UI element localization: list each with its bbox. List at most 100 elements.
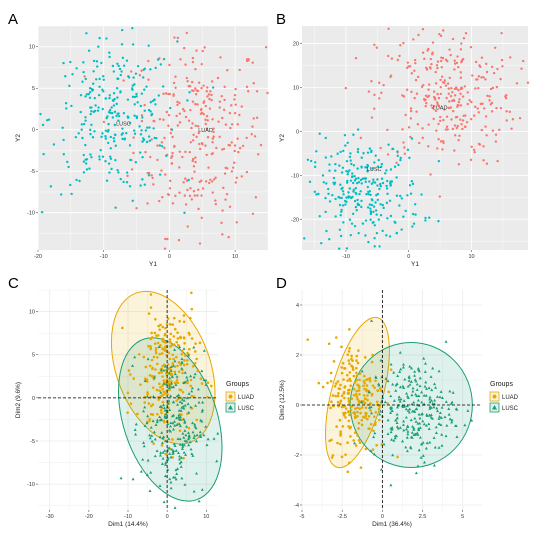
data-point (256, 153, 260, 156)
data-point (450, 418, 454, 422)
data-point (351, 195, 354, 199)
data-point (182, 336, 186, 340)
data-point (117, 171, 120, 174)
data-point (365, 412, 368, 415)
data-point (90, 110, 93, 113)
data-point (189, 447, 193, 451)
data-point (404, 113, 407, 117)
data-point (442, 29, 445, 32)
data-point (90, 106, 93, 109)
data-point (97, 93, 101, 97)
data-point (176, 103, 179, 107)
y-axis-title: Dim2 (9.6%) (15, 382, 22, 418)
data-point (194, 160, 197, 164)
data-point (190, 337, 194, 340)
data-point (348, 371, 352, 374)
data-point (363, 356, 367, 359)
data-point (360, 423, 364, 427)
data-point (171, 353, 174, 357)
data-point (442, 118, 445, 122)
data-point (413, 370, 417, 373)
data-point (334, 394, 338, 398)
data-point (186, 99, 189, 102)
data-point (154, 66, 157, 70)
data-point (423, 57, 426, 61)
data-point (133, 355, 137, 359)
data-point (428, 407, 432, 410)
data-point (417, 412, 421, 416)
data-point (77, 132, 80, 135)
data-point (464, 32, 468, 35)
data-point (390, 427, 394, 431)
data-point (409, 107, 413, 110)
data-point (376, 400, 379, 404)
data-point (339, 399, 343, 403)
data-point (348, 347, 351, 350)
data-point (429, 413, 433, 417)
data-point (468, 99, 471, 102)
data-point (162, 379, 166, 382)
data-point (310, 159, 313, 163)
data-point (101, 155, 105, 158)
data-point (407, 379, 411, 382)
data-point (462, 57, 465, 61)
data-point (146, 126, 149, 129)
data-point (84, 116, 87, 119)
data-point (386, 402, 389, 405)
data-point (82, 171, 86, 174)
data-point (196, 125, 200, 128)
data-point (440, 75, 444, 78)
data-point (131, 88, 134, 91)
data-point (445, 125, 449, 128)
data-point (188, 440, 192, 444)
data-point (184, 115, 188, 119)
data-point (176, 40, 179, 43)
data-point (155, 136, 158, 140)
data-point (83, 75, 86, 78)
data-point (198, 242, 202, 245)
data-point (200, 62, 203, 66)
data-point (332, 360, 336, 363)
data-point (448, 76, 451, 80)
data-point (346, 441, 349, 444)
y-axis-title: Dim2 (12.5%) (279, 380, 286, 420)
data-point (385, 169, 388, 172)
data-point (183, 371, 187, 374)
data-point (149, 412, 153, 416)
data-point (121, 132, 125, 135)
data-point (457, 163, 461, 166)
y-tick-label: 0 (296, 129, 299, 135)
data-point (120, 43, 124, 46)
data-point (398, 426, 402, 429)
data-point (350, 364, 353, 368)
legend-label-luad: LUAD (502, 395, 519, 401)
data-point (498, 128, 501, 132)
data-point (347, 425, 350, 428)
data-point (185, 396, 189, 400)
data-point (520, 67, 523, 70)
data-point (172, 94, 175, 98)
data-point (374, 379, 377, 383)
data-point (167, 437, 171, 440)
data-point (42, 152, 45, 156)
data-point (143, 183, 146, 186)
data-point (410, 431, 414, 434)
data-point (329, 371, 333, 375)
data-point (395, 405, 399, 409)
data-point (456, 55, 459, 58)
data-point (154, 368, 157, 371)
data-point (483, 107, 486, 110)
data-point (64, 75, 67, 78)
data-point (443, 108, 446, 111)
series-lusc (353, 319, 474, 487)
data-point (428, 400, 432, 404)
data-point (194, 102, 197, 106)
data-point (167, 114, 171, 117)
data-point (437, 137, 440, 141)
data-point (399, 194, 402, 198)
data-point (406, 409, 410, 412)
y-tick-label: 10 (29, 310, 35, 316)
data-point (223, 85, 226, 89)
data-point (49, 185, 53, 188)
